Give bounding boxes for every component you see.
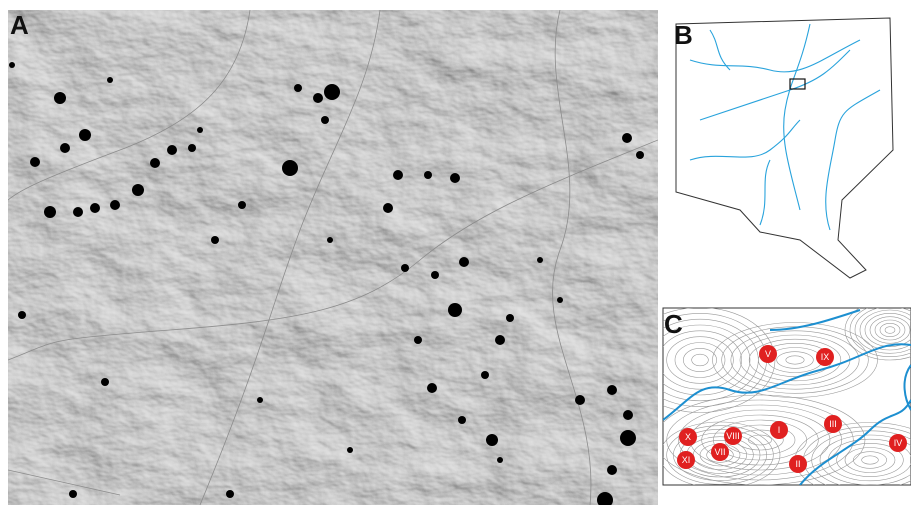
- site-dot: [60, 143, 70, 153]
- site-dot: [188, 144, 196, 152]
- site-dot: [226, 490, 234, 498]
- site-dot: [18, 311, 26, 319]
- site-label: V: [765, 349, 771, 359]
- site-dot: [393, 170, 403, 180]
- site-label: X: [685, 432, 691, 442]
- site-dot: [607, 385, 617, 395]
- site-dot: [622, 133, 632, 143]
- site-dot: [197, 127, 203, 133]
- figure: A B VIXVIIIIIIIXXIVIIIIIV C: [0, 0, 911, 505]
- site-label: VIII: [726, 431, 740, 441]
- site-dot: [607, 465, 617, 475]
- site-dot: [575, 395, 585, 405]
- site-dot: [459, 257, 469, 267]
- panel-label: C: [664, 309, 683, 339]
- site-dot: [537, 257, 543, 263]
- site-dot: [557, 297, 563, 303]
- panel-b: B: [674, 18, 893, 278]
- site-dot: [458, 416, 466, 424]
- site-dot: [347, 447, 353, 453]
- site-label: XI: [682, 455, 691, 465]
- site-label: I: [778, 425, 781, 435]
- site-dot: [623, 410, 633, 420]
- site-label: II: [795, 459, 800, 469]
- site-dot: [79, 129, 91, 141]
- site-dot: [9, 62, 15, 68]
- site-dot: [90, 203, 100, 213]
- site-dot: [506, 314, 514, 322]
- panel-label: B: [674, 20, 693, 50]
- site-dot: [73, 207, 83, 217]
- site-dot: [427, 383, 437, 393]
- site-dot: [321, 116, 329, 124]
- site-dot: [497, 457, 503, 463]
- site-dot: [431, 271, 439, 279]
- panel-label: A: [10, 10, 29, 40]
- site-label: III: [829, 419, 837, 429]
- site-dot: [495, 335, 505, 345]
- site-dot: [257, 397, 263, 403]
- site-dot: [424, 171, 432, 179]
- site-dot: [282, 160, 298, 176]
- site-label: IX: [821, 352, 830, 362]
- panel-a: A: [8, 10, 658, 505]
- region-outline: [676, 18, 893, 278]
- site-dot: [44, 206, 56, 218]
- site-label: VII: [714, 447, 725, 457]
- site-dot: [620, 430, 636, 446]
- site-dot: [448, 303, 462, 317]
- site-dot: [150, 158, 160, 168]
- site-dot: [110, 200, 120, 210]
- site-dot: [401, 264, 409, 272]
- site-dot: [481, 371, 489, 379]
- site-dot: [636, 151, 644, 159]
- site-dot: [30, 157, 40, 167]
- site-dot: [383, 203, 393, 213]
- site-dot: [486, 434, 498, 446]
- site-dot: [327, 237, 333, 243]
- site-dot: [324, 84, 340, 100]
- site-dot: [69, 490, 77, 498]
- site-dot: [450, 173, 460, 183]
- site-dot: [54, 92, 66, 104]
- site-dot: [238, 201, 246, 209]
- site-dot: [414, 336, 422, 344]
- site-dot: [101, 378, 109, 386]
- site-dot: [211, 236, 219, 244]
- site-dot: [132, 184, 144, 196]
- site-dot: [107, 77, 113, 83]
- site-label: IV: [894, 438, 903, 448]
- site-dot: [313, 93, 323, 103]
- site-dot: [167, 145, 177, 155]
- site-dot: [294, 84, 302, 92]
